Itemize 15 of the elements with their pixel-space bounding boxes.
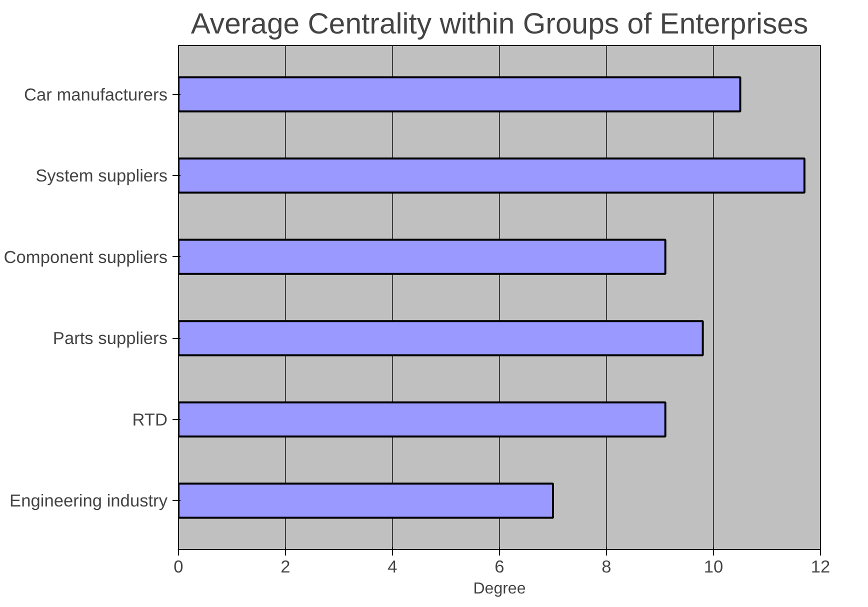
- y-tick-label: Component suppliers: [4, 246, 168, 267]
- x-tick-label: 2: [280, 556, 290, 576]
- chart-title: Average Centrality within Groups of Enterprises: [190, 8, 808, 40]
- x-axis-title: Degree: [473, 580, 526, 598]
- x-tick-label: 10: [704, 556, 724, 576]
- x-tick-label: 4: [388, 556, 398, 576]
- y-tick-label: System suppliers: [36, 166, 168, 186]
- x-tick-label: 6: [494, 556, 504, 576]
- y-tick-label: RTD: [132, 409, 168, 430]
- x-tick-label: 0: [174, 556, 184, 576]
- y-tick-label: Car manufacturers: [24, 84, 168, 104]
- y-tick-label: Parts suppliers: [52, 328, 168, 348]
- x-tick-label: 8: [602, 556, 612, 576]
- y-tick-label: Engineering industry: [10, 490, 168, 511]
- x-tick-label: 12: [810, 556, 830, 576]
